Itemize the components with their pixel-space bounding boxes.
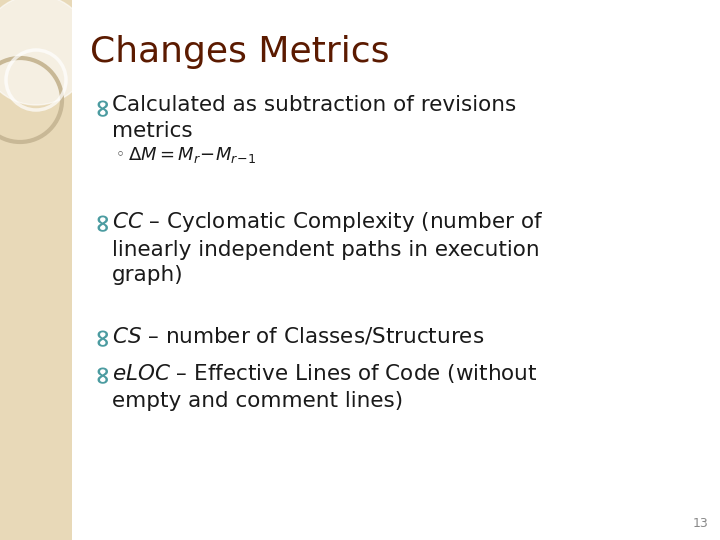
- Text: $\mathbf{\mathit{CS}}$ – number of Classes/Structures: $\mathbf{\mathit{CS}}$ – number of Class…: [112, 325, 485, 346]
- Text: $\mathit{\Delta M = M_r\!-\!M_{r\!-\!1}}$: $\mathit{\Delta M = M_r\!-\!M_{r\!-\!1}}…: [128, 145, 256, 165]
- FancyBboxPatch shape: [0, 0, 72, 540]
- Text: $\mathbf{\mathit{CC}}$ – Cyclomatic Complexity (number of
linearly independent p: $\mathbf{\mathit{CC}}$ – Cyclomatic Comp…: [112, 210, 543, 285]
- Text: 13: 13: [692, 517, 708, 530]
- Text: ∞: ∞: [90, 210, 114, 231]
- Text: $\mathbf{\mathit{eLOC}}$ – Effective Lines of Code (without
empty and comment li: $\mathbf{\mathit{eLOC}}$ – Effective Lin…: [112, 362, 538, 410]
- Text: Changes Metrics: Changes Metrics: [90, 35, 390, 69]
- Text: ∞: ∞: [90, 95, 114, 116]
- Text: ∞: ∞: [90, 362, 114, 383]
- Circle shape: [0, 0, 91, 105]
- Text: ∞: ∞: [90, 325, 114, 346]
- Text: Calculated as subtraction of revisions
metrics: Calculated as subtraction of revisions m…: [112, 95, 516, 140]
- Text: ◦: ◦: [116, 147, 125, 162]
